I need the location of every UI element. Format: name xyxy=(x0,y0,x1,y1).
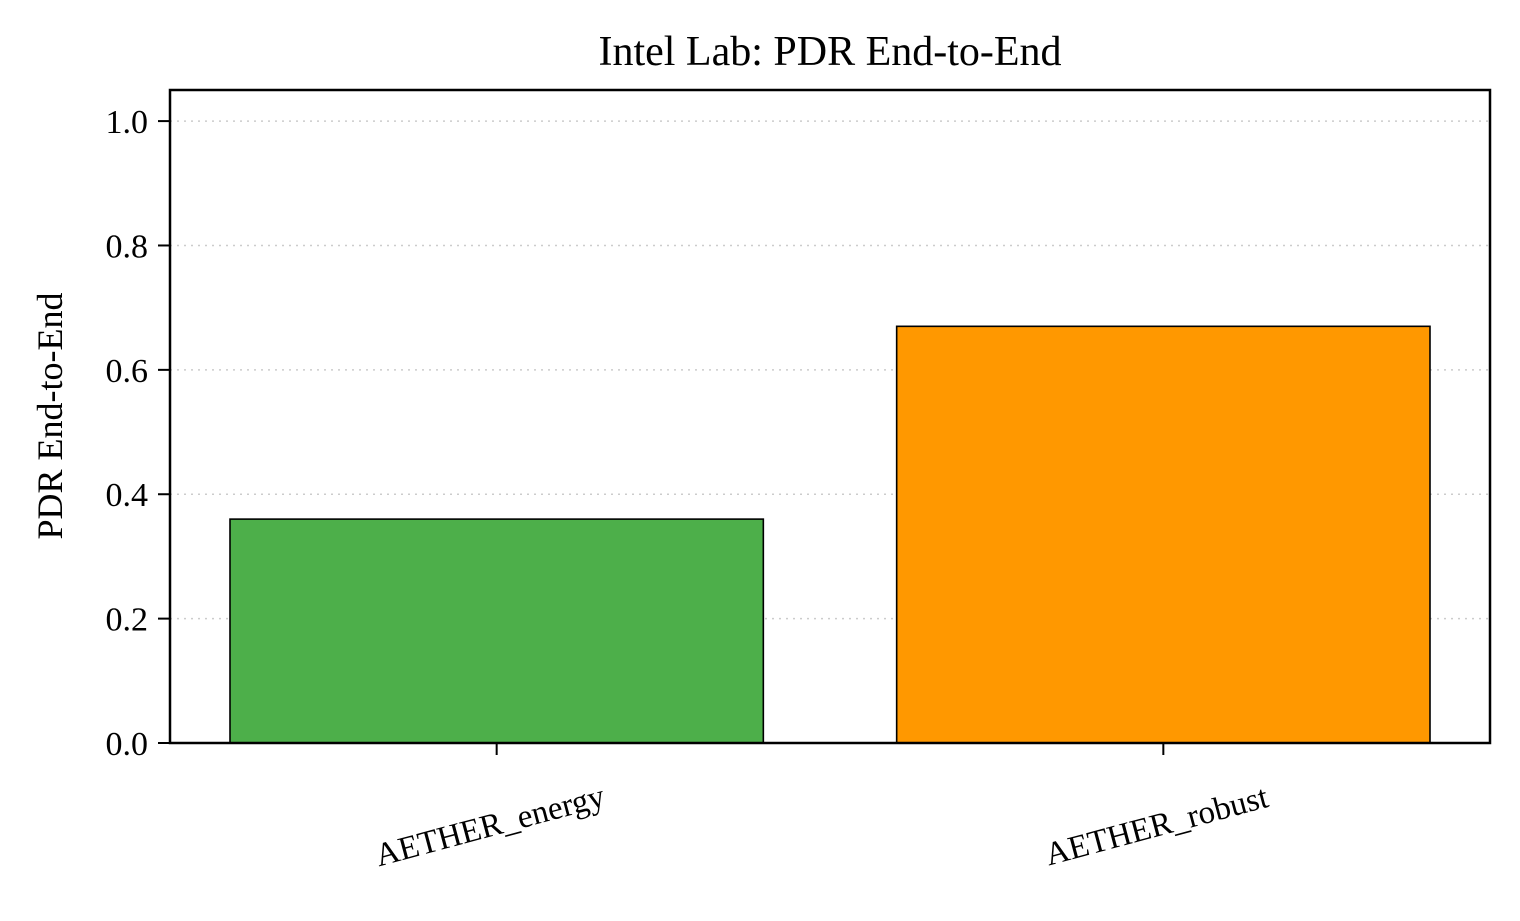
y-tick-label: 0.0 xyxy=(106,726,149,763)
x-axis-ticks: AETHER_energy AETHER_robust xyxy=(372,743,1272,874)
bars xyxy=(229,325,1431,744)
y-tick-label: 0.8 xyxy=(106,228,149,265)
plot-frame xyxy=(168,88,1492,745)
x-tick-label: AETHER_energy xyxy=(372,778,610,874)
y-axis-ticks: 0.0 0.2 0.4 0.6 0.8 1.0 xyxy=(106,104,170,763)
chart-title: Intel Lab: PDR End-to-End xyxy=(598,29,1061,75)
y-tick-label: 0.4 xyxy=(106,477,149,514)
y-axis-label: PDR End-to-End xyxy=(30,293,70,540)
y-tick-label: 0.2 xyxy=(106,602,149,639)
y-tick-label: 1.0 xyxy=(106,104,149,141)
bar-aether-energy xyxy=(229,518,765,744)
x-tick-label: AETHER_robust xyxy=(1041,779,1272,873)
bar-aether-robust xyxy=(895,325,1431,744)
y-tick-label: 0.6 xyxy=(106,353,149,390)
